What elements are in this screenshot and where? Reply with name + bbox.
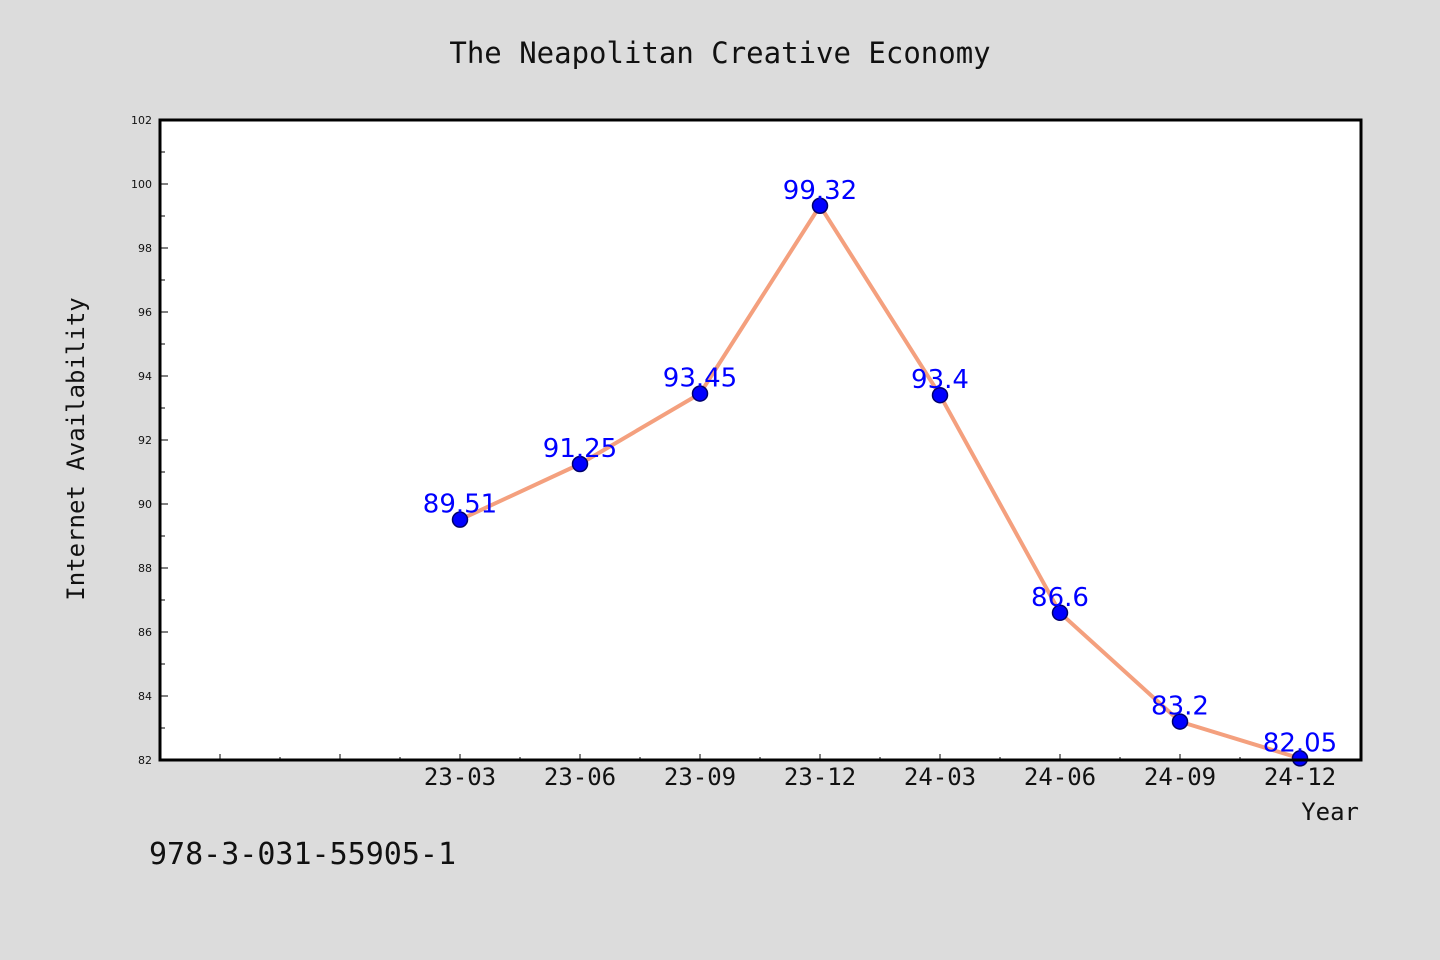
x-tick-label: 24-09 xyxy=(1144,763,1216,791)
data-series: 89.51 91.25 93.45 99.32 93.4 86.6 83.2 82.05 xyxy=(423,176,1337,767)
x-axis: 23-03 23-06 23-09 23-12 24-03 24-06 24-09 24-12 xyxy=(219,754,1336,791)
y-tick-label: 90 xyxy=(138,498,152,511)
y-tick-label: 92 xyxy=(138,434,152,447)
x-tick-label: 24-03 xyxy=(904,763,976,791)
y-tick-label: 102 xyxy=(131,114,152,127)
y-tick-label: 86 xyxy=(138,626,152,639)
data-value-label: 86.6 xyxy=(1031,583,1089,613)
data-point xyxy=(691,385,709,402)
data-point xyxy=(1051,604,1069,622)
data-point xyxy=(811,197,829,215)
data-value-label: 99.32 xyxy=(783,176,857,206)
x-tick-label: 24-06 xyxy=(1024,763,1096,791)
data-value-label: 83.2 xyxy=(1151,692,1209,722)
x-tick-label: 24-12 xyxy=(1264,763,1336,791)
series-line xyxy=(458,203,1302,761)
y-tick-label: 88 xyxy=(138,562,152,575)
x-axis-title: Year xyxy=(1301,798,1359,826)
y-axis-title: Internet Availability xyxy=(62,297,90,600)
y-tick-label: 94 xyxy=(138,370,152,383)
data-point xyxy=(1291,750,1309,767)
data-point xyxy=(451,511,469,528)
data-value-label: 93.45 xyxy=(663,364,737,394)
y-tick-label: 98 xyxy=(138,242,152,255)
y-tick-label: 96 xyxy=(138,306,152,319)
plot-area xyxy=(160,120,1361,760)
y-tick-label: 100 xyxy=(131,178,152,191)
x-tick-label: 23-12 xyxy=(784,763,856,791)
y-tick-label: 84 xyxy=(138,690,152,703)
chart-title: The Neapolitan Creative Economy xyxy=(449,36,990,70)
data-value-label: 89.51 xyxy=(423,490,497,520)
data-value-label: 93.4 xyxy=(911,365,969,395)
data-value-label: 82.05 xyxy=(1263,728,1337,758)
x-tick-label: 23-09 xyxy=(664,763,736,791)
data-point xyxy=(1171,713,1189,730)
data-point xyxy=(931,386,949,404)
y-axis: 82 84 86 88 90 92 94 96 98 100 102 xyxy=(131,114,168,767)
plot-frame xyxy=(158,118,1363,762)
isbn-footnote: 978-3-031-55905-1 xyxy=(149,837,456,872)
data-point xyxy=(571,455,589,473)
x-tick-label: 23-06 xyxy=(544,763,616,791)
x-tick-label: 23-03 xyxy=(424,763,496,791)
y-tick-label: 82 xyxy=(138,754,152,767)
data-value-label: 91.25 xyxy=(543,434,617,464)
